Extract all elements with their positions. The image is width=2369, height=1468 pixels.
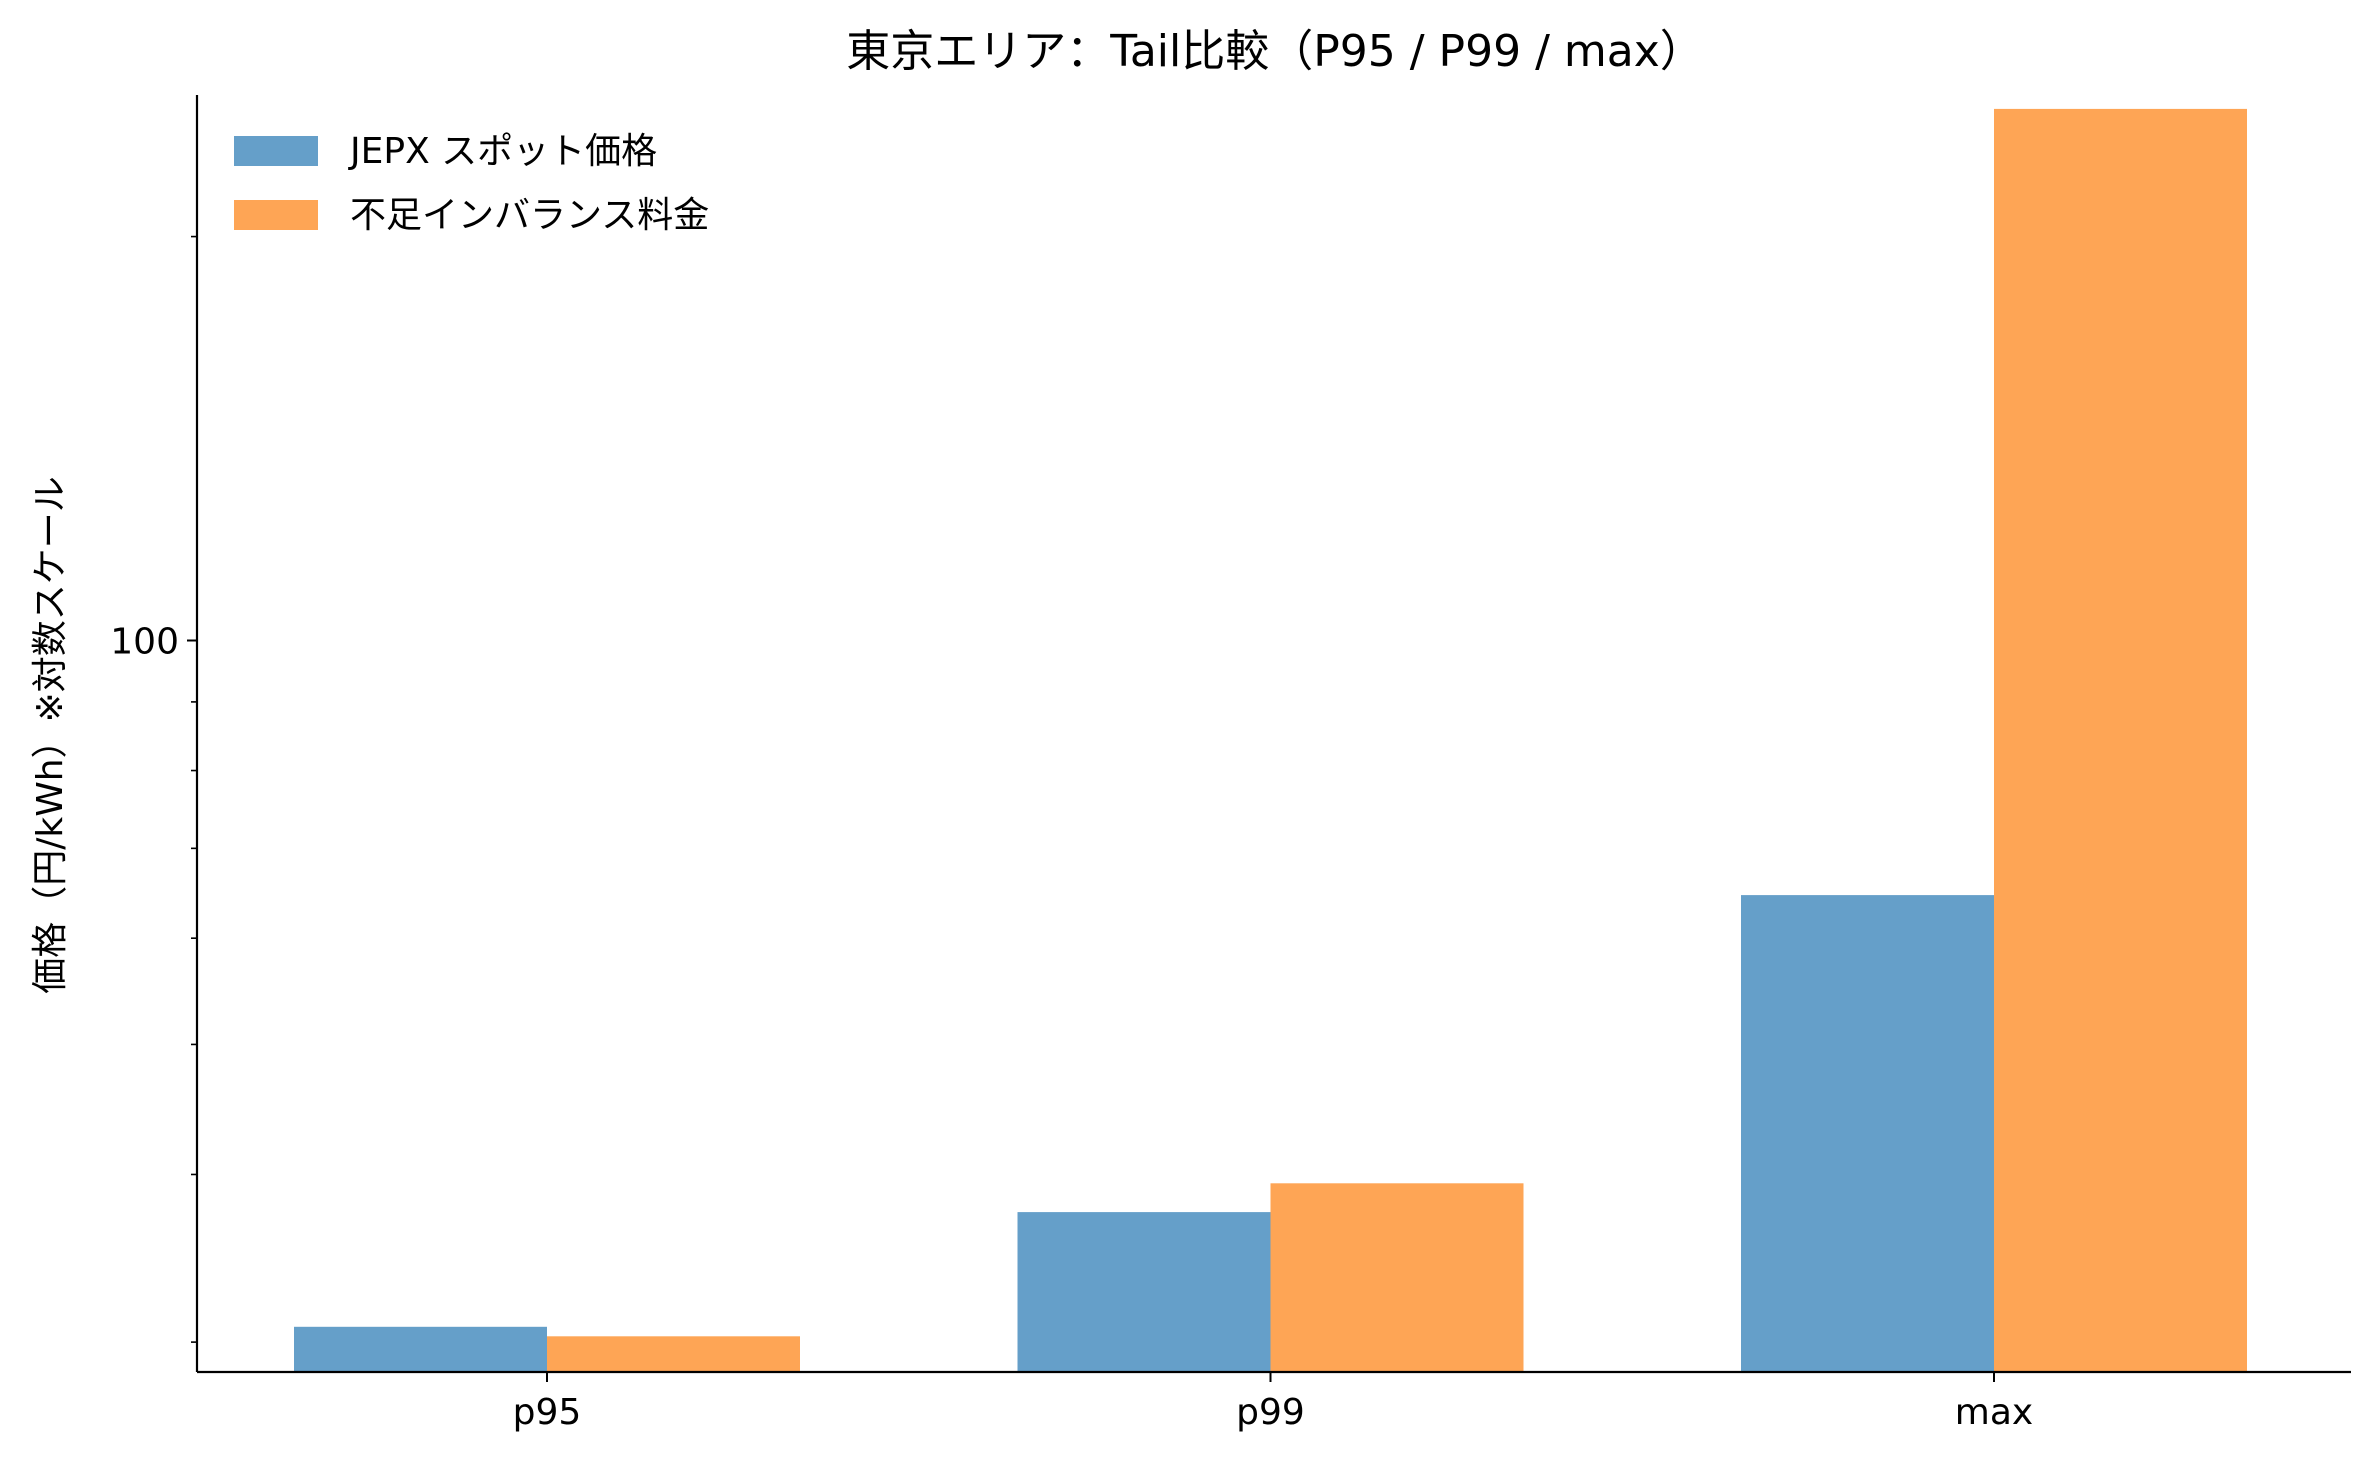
bar-p99-series-1 xyxy=(1017,1212,1271,1372)
legend-label-1: JEPX スポット価格 xyxy=(348,131,657,172)
bar-max-series-2 xyxy=(1994,108,2247,1372)
bars-layer xyxy=(294,108,2247,1372)
bar-p99-series-2 xyxy=(1270,1183,1524,1372)
axes-layer xyxy=(195,95,2351,1374)
y-ticks-layer: 100 xyxy=(110,235,197,1343)
x-ticks-layer: p95 p99 max xyxy=(513,1372,2033,1433)
legend-swatch-1 xyxy=(234,136,318,166)
x-tick-label-max: max xyxy=(1955,1392,2033,1433)
y-tick-label: 100 xyxy=(110,622,179,663)
bar-p95-series-2 xyxy=(547,1336,800,1372)
legend-label-2: 不足インバランス料金 xyxy=(350,195,709,236)
legend-swatch-2 xyxy=(234,200,318,230)
bar-max-series-1 xyxy=(1741,895,1994,1372)
x-tick-label-p95: p95 xyxy=(513,1392,582,1433)
x-tick-label-p99: p99 xyxy=(1236,1392,1305,1433)
bar-p95-series-1 xyxy=(294,1326,547,1372)
y-axis-label: 価格（円/kWh）※対数スケール xyxy=(30,476,71,994)
chart-title: 東京エリア：Tail比較（P95 / P99 / max） xyxy=(846,26,1704,77)
